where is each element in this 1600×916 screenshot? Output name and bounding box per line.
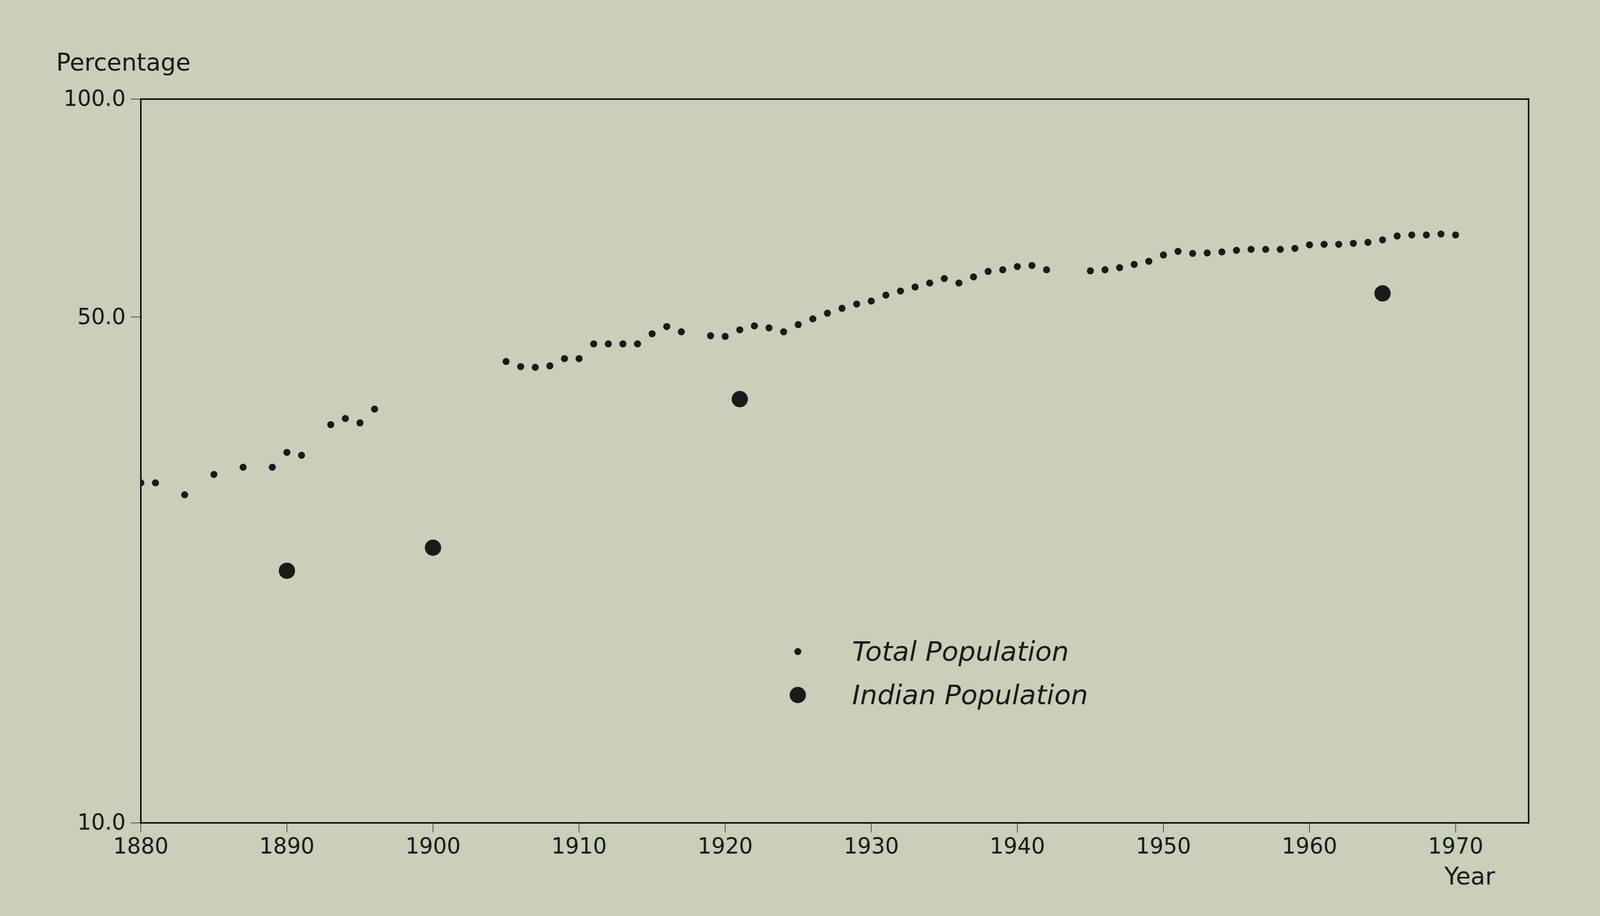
svg-text:1940: 1940 [989,833,1046,859]
svg-text:10.0: 10.0 [77,809,126,835]
svg-text:Year: Year [1443,861,1496,890]
svg-text:1930: 1930 [843,833,899,859]
svg-text:50.0: 50.0 [77,303,126,329]
svg-text:1950: 1950 [1135,833,1192,859]
html-text:Total Population: Total Population [852,635,1069,668]
svg-text:1890: 1890 [259,833,315,859]
svg-text:Percentage: Percentage [56,48,192,76]
svg-text:1920: 1920 [697,833,753,859]
svg-text:1900: 1900 [405,833,461,859]
svg-text:100.0: 100.0 [63,85,126,111]
html-text:Indian Population: Indian Population [852,678,1089,711]
svg-text:1970: 1970 [1427,833,1484,859]
svg-text:1910: 1910 [551,833,607,859]
svg-text:1960: 1960 [1281,833,1338,859]
svg-text:1880: 1880 [113,833,169,859]
